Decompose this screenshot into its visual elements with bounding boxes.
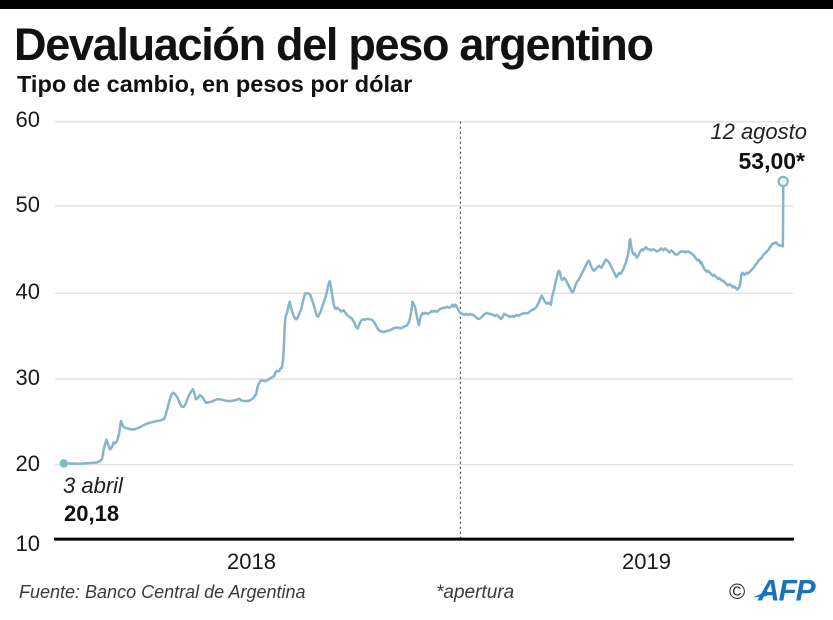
svg-text:AFP: AFP xyxy=(757,578,817,604)
